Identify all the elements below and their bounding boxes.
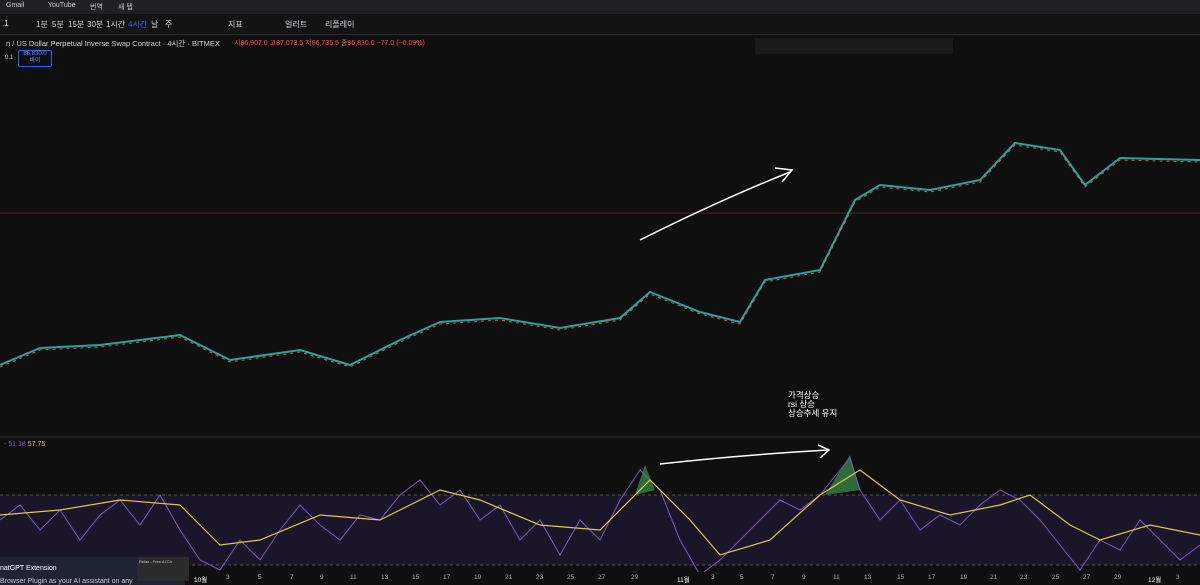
time-label: 17: [443, 574, 451, 581]
interval-button[interactable]: 1시간: [106, 20, 126, 29]
time-label: 3: [711, 574, 715, 581]
time-label: 23: [536, 574, 544, 581]
time-label: 13: [864, 574, 872, 581]
rsi-overbought: [635, 455, 860, 495]
time-label: 3: [1176, 574, 1180, 581]
time-label: 3: [226, 574, 230, 581]
annotation-line: 가격상승: [788, 390, 820, 400]
time-label: 15: [412, 574, 420, 581]
arrowhead: [774, 167, 794, 183]
replay-button[interactable]: 리플레이: [325, 20, 355, 29]
ohlc: 시86,907.0 고87,073.5 저86,735.5 종86,830.0 …: [234, 40, 425, 47]
bookmark[interactable]: YouTube: [48, 2, 76, 9]
extension-text: Browser Plugin as your AI assistant on a…: [0, 578, 133, 585]
extension-title: natGPT Extension: [0, 565, 57, 572]
rsi-value: - 51.18: [4, 441, 26, 448]
interval-button[interactable]: 30분: [87, 20, 104, 29]
time-label: 29: [1114, 574, 1122, 581]
time-label: 11월: [677, 577, 690, 584]
time-label: 25: [567, 574, 575, 581]
time-axis: 10월 3 5 7 9 11 13 15 17 19 21 23 25 27 29 11월 3 5 7 9 11 13 15…: [0, 572, 1200, 585]
interval-button[interactable]: 1분: [36, 20, 48, 29]
popup[interactable]: Relax - Free AI Ch: [137, 557, 189, 581]
time-label: 7: [771, 574, 775, 581]
interval-button[interactable]: 4시간: [128, 20, 148, 29]
time-label: 9: [320, 574, 324, 581]
bookmarks-bar: Gmail YouTube 번역 새 탭: [0, 0, 1200, 14]
interval-button[interactable]: 주: [165, 20, 173, 29]
time-label: 5: [258, 574, 262, 581]
drawing-toolbar[interactable]: [755, 38, 953, 54]
interval-button[interactable]: 15분: [68, 20, 85, 29]
arrow: [659, 449, 829, 465]
time-label: 19: [474, 574, 482, 581]
annotation-line: rsi 상승: [788, 399, 815, 409]
alerts-button[interactable]: 얼러트: [285, 20, 308, 29]
toolbar: .1 1분 5분 15분 30분 1시간 4시간 날 주 지표 얼러트 리플레이: [0, 14, 1200, 35]
bookmark[interactable]: 번역: [90, 4, 103, 11]
rsi-legend: - 51.18 57.75: [4, 441, 45, 448]
rsi-ma: [0, 469, 1200, 556]
time-label: 23: [1020, 574, 1028, 581]
time-label: 27: [1083, 574, 1091, 581]
time-label: 13: [381, 574, 389, 581]
price-box[interactable]: 86,830.0 바이: [18, 50, 52, 67]
price-sub: 바이: [29, 58, 41, 64]
time-label: 21: [505, 574, 513, 581]
time-label: 15: [897, 574, 905, 581]
symbol-title: n / US Dollar Perpetual Inverse Swap Con…: [6, 39, 220, 48]
arrow: [639, 171, 791, 241]
time-label: 11: [350, 574, 357, 581]
time-label: 29: [631, 574, 639, 581]
time-label: 12월: [1148, 577, 1162, 584]
symbol-button[interactable]: .1: [2, 19, 9, 28]
price: 86,830.0: [23, 51, 47, 57]
qty: 0.1: [5, 55, 14, 61]
interval-button[interactable]: 날: [151, 20, 159, 29]
bookmark[interactable]: Gmail: [6, 2, 25, 9]
arrowhead: [817, 444, 831, 459]
indicators-button[interactable]: 지표: [228, 20, 243, 29]
price-series-down: [0, 144, 1200, 368]
interval-button[interactable]: 5분: [52, 20, 64, 29]
time-label: 19: [960, 574, 968, 581]
time-label: 11: [833, 574, 840, 581]
time-label: 17: [928, 574, 936, 581]
time-label: 7: [290, 574, 294, 581]
time-label: 10월: [194, 577, 208, 584]
time-label: 9: [802, 574, 806, 581]
price-series: [0, 141, 1200, 367]
time-label: 25: [1052, 574, 1060, 581]
time-label: 27: [598, 574, 606, 581]
rsi-ma-value: 57.75: [27, 441, 46, 448]
annotation-line: 상승추세 유지: [788, 408, 838, 418]
time-label: 21: [990, 574, 998, 581]
bookmark[interactable]: 새 탭: [118, 4, 133, 11]
time-label: 5: [740, 574, 744, 581]
annotation: 가격상승 rsi 상승 상승추세 유지: [788, 391, 837, 418]
